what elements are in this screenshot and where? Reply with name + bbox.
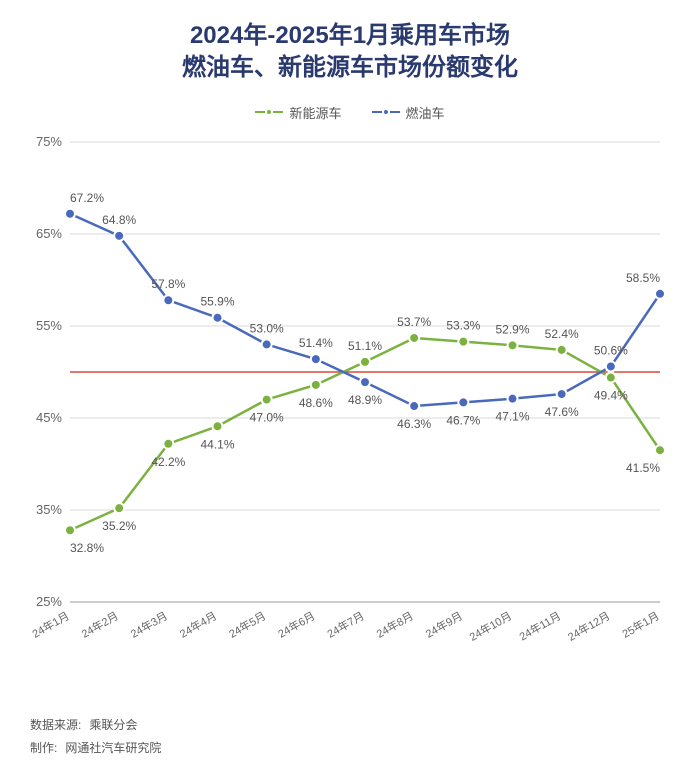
data-label: 32.8% xyxy=(70,541,104,555)
ytick-label: 45% xyxy=(36,410,62,425)
maker-label: 制作: xyxy=(30,737,57,760)
legend-label: 新能源车 xyxy=(289,103,341,122)
data-label: 51.1% xyxy=(348,339,382,353)
data-point xyxy=(458,336,468,346)
chart-title-line2: 燃油车、新能源车市场份额变化 xyxy=(20,52,680,84)
data-point xyxy=(163,439,173,449)
chart-title: 2024年-2025年1月乘用车市场 燃油车、新能源车市场份额变化 xyxy=(20,20,680,85)
data-point xyxy=(163,295,173,305)
source-value: 乘联分会 xyxy=(89,714,137,737)
ytick-label: 65% xyxy=(36,226,62,241)
data-label: 58.5% xyxy=(626,271,660,285)
data-point xyxy=(409,401,419,411)
legend-dot xyxy=(265,108,273,116)
data-point xyxy=(311,380,321,390)
data-point xyxy=(606,361,616,371)
data-label: 49.4% xyxy=(594,388,628,402)
xtick-label: 24年1月 xyxy=(30,608,72,640)
legend: 新能源车 燃油车 xyxy=(20,103,680,122)
xtick-label: 24年8月 xyxy=(374,608,416,640)
chart-svg: 25%35%45%55%65%75%24年1月24年2月24年3月24年4月24… xyxy=(20,132,680,672)
ytick-label: 25% xyxy=(36,594,62,609)
xtick-label: 24年7月 xyxy=(325,608,367,640)
data-label: 53.3% xyxy=(446,318,480,332)
legend-dot xyxy=(382,108,390,116)
chart-title-line1: 2024年-2025年1月乘用车市场 xyxy=(20,20,680,52)
data-point xyxy=(557,389,567,399)
ytick-label: 55% xyxy=(36,318,62,333)
data-label: 47.6% xyxy=(545,405,579,419)
data-point xyxy=(262,394,272,404)
data-label: 41.5% xyxy=(626,461,660,475)
data-point xyxy=(508,393,518,403)
data-point xyxy=(311,354,321,364)
ytick-label: 75% xyxy=(36,134,62,149)
data-point xyxy=(409,333,419,343)
maker-value: 网通社汽车研究院 xyxy=(65,737,161,760)
xtick-label: 24年9月 xyxy=(423,608,465,640)
data-label: 51.4% xyxy=(299,336,333,350)
xtick-label: 24年4月 xyxy=(177,608,219,640)
data-label: 53.7% xyxy=(397,315,431,329)
xtick-label: 24年10月 xyxy=(467,608,514,643)
legend-item-nev: 新能源车 xyxy=(255,103,341,122)
data-label: 47.1% xyxy=(495,409,529,423)
data-label: 35.2% xyxy=(102,519,136,533)
source-label: 数据来源: xyxy=(30,714,81,737)
data-label: 42.2% xyxy=(151,455,185,469)
xtick-label: 25年1月 xyxy=(620,608,662,640)
data-label: 50.6% xyxy=(594,343,628,357)
data-point xyxy=(114,503,124,513)
xtick-label: 24年12月 xyxy=(565,608,612,643)
data-point xyxy=(213,313,223,323)
data-point xyxy=(360,357,370,367)
legend-swatch-nev xyxy=(255,107,283,117)
chart-area: 25%35%45%55%65%75%24年1月24年2月24年3月24年4月24… xyxy=(20,132,680,672)
data-label: 57.8% xyxy=(151,277,185,291)
xtick-label: 24年11月 xyxy=(517,608,564,643)
data-point xyxy=(655,289,665,299)
xtick-label: 24年3月 xyxy=(128,608,170,640)
ytick-label: 35% xyxy=(36,502,62,517)
chart-footer: 数据来源: 乘联分会 制作: 网通社汽车研究院 xyxy=(30,714,161,760)
data-label: 44.1% xyxy=(200,437,234,451)
data-label: 64.8% xyxy=(102,213,136,227)
data-point xyxy=(360,377,370,387)
data-label: 46.7% xyxy=(446,413,480,427)
data-point xyxy=(508,340,518,350)
data-label: 52.9% xyxy=(495,322,529,336)
legend-item-ice: 燃油车 xyxy=(372,103,445,122)
xtick-label: 24年6月 xyxy=(275,608,317,640)
data-label: 46.3% xyxy=(397,417,431,431)
data-point xyxy=(458,397,468,407)
data-label: 47.0% xyxy=(250,410,284,424)
data-point xyxy=(262,339,272,349)
data-point xyxy=(114,231,124,241)
data-label: 67.2% xyxy=(70,191,104,205)
data-point xyxy=(65,525,75,535)
xtick-label: 24年2月 xyxy=(79,608,121,640)
data-point xyxy=(213,421,223,431)
data-point xyxy=(606,372,616,382)
xtick-label: 24年5月 xyxy=(226,608,268,640)
data-point xyxy=(655,445,665,455)
data-label: 55.9% xyxy=(200,295,234,309)
data-label: 48.6% xyxy=(299,396,333,410)
data-point xyxy=(557,345,567,355)
data-label: 52.4% xyxy=(545,327,579,341)
data-point xyxy=(65,209,75,219)
data-label: 48.9% xyxy=(348,393,382,407)
legend-swatch-ice xyxy=(372,107,400,117)
data-label: 53.0% xyxy=(250,321,284,335)
legend-label: 燃油车 xyxy=(406,103,445,122)
